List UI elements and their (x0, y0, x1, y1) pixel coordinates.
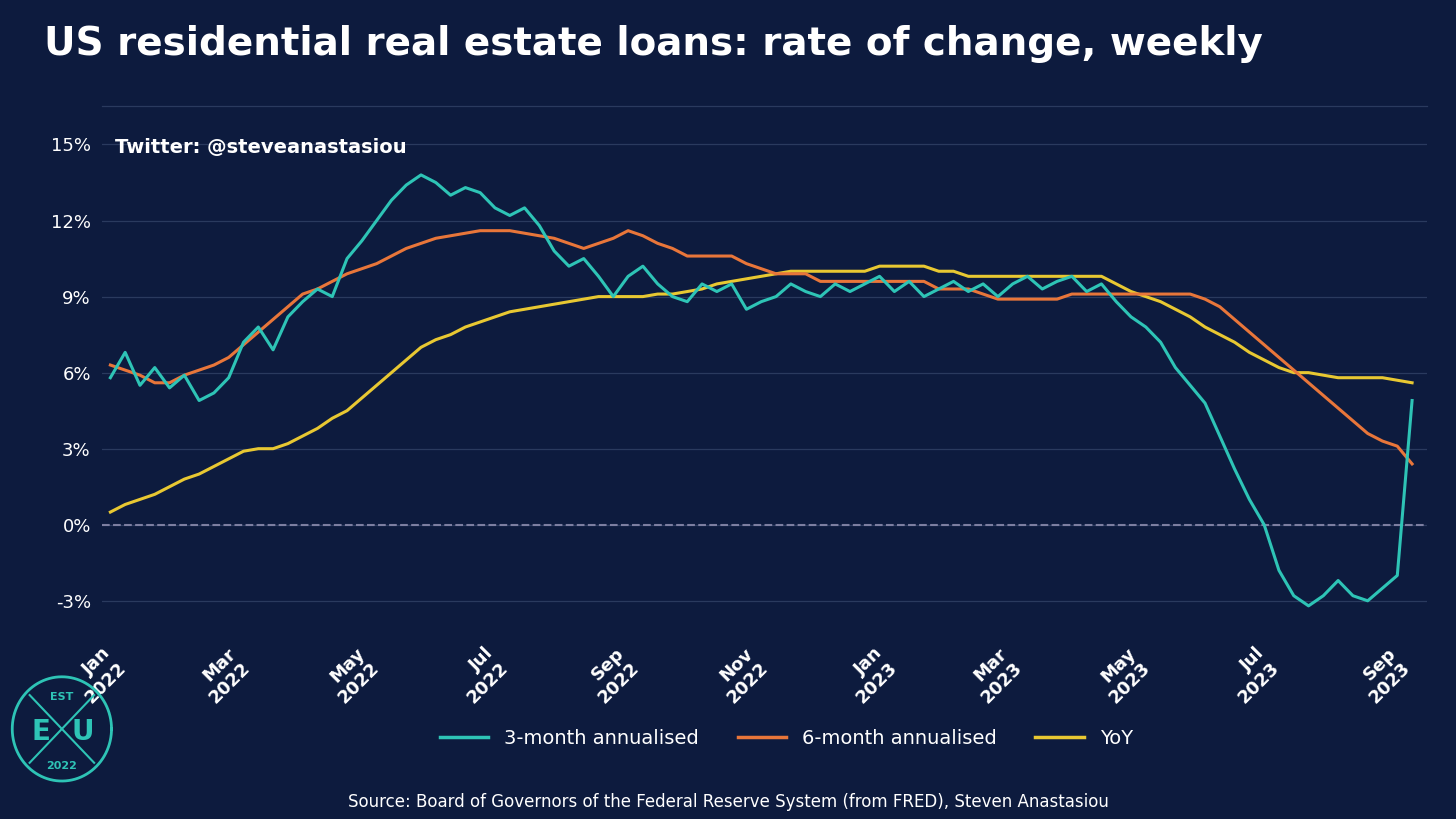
Text: Source: Board of Governors of the Federal Reserve System (from FRED), Steven Ana: Source: Board of Governors of the Federa… (348, 793, 1108, 811)
Text: E: E (32, 717, 51, 745)
Text: US residential real estate loans: rate of change, weekly: US residential real estate loans: rate o… (44, 25, 1262, 62)
Text: U: U (71, 717, 95, 745)
Legend: 3-month annualised, 6-month annualised, YoY: 3-month annualised, 6-month annualised, … (432, 722, 1140, 756)
Text: EST: EST (50, 691, 74, 702)
Text: 2022: 2022 (47, 762, 77, 771)
Text: Twitter: @steveanastasiou: Twitter: @steveanastasiou (115, 138, 406, 157)
